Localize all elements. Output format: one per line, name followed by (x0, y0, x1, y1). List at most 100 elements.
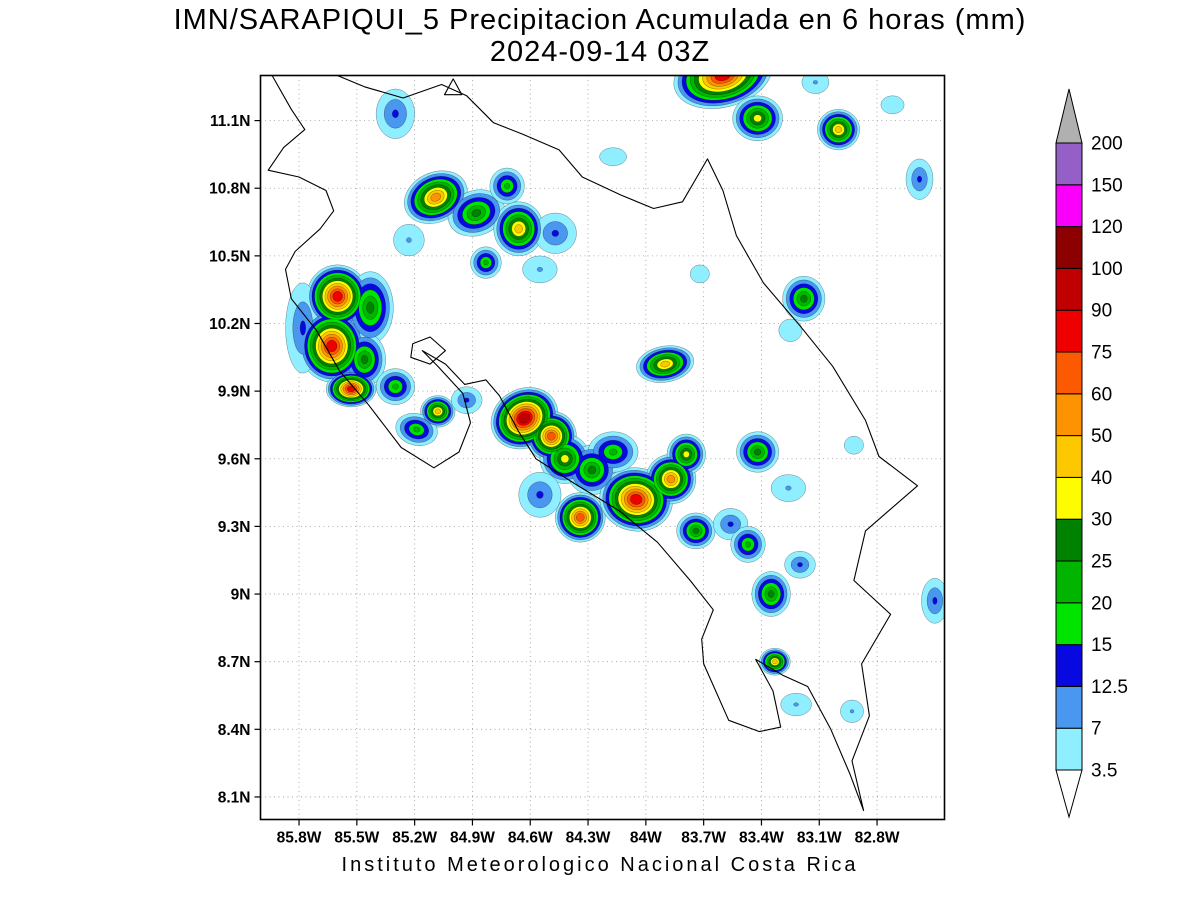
contour-ring (689, 264, 710, 284)
contour-ring (430, 192, 442, 202)
contour-ring (844, 435, 864, 455)
contour-ring (518, 413, 531, 424)
contour-ring (785, 485, 792, 491)
y-tick-label: 10.2N (209, 316, 250, 333)
contour-ring (772, 659, 778, 665)
contour-ring (778, 318, 803, 342)
colorbar-label: 90 (1091, 301, 1112, 322)
x-tick-label: 84W (630, 830, 662, 847)
colorbar-label: 7 (1091, 719, 1102, 740)
y-tick-label: 10.5N (209, 248, 250, 265)
contour-ring (682, 450, 690, 458)
contour-ring (360, 355, 369, 365)
colorbar-under-arrow (1055, 769, 1083, 819)
colorbar-label: 30 (1091, 510, 1112, 531)
colorbar-cell (1055, 602, 1083, 646)
colorbar-cell (1055, 184, 1083, 228)
colorbar-cell (1055, 226, 1083, 269)
contour-ring (917, 175, 922, 183)
contour-ring (392, 383, 399, 390)
contour-ring (551, 229, 559, 237)
footer-credit: Instituto Meteorologico Nacional Costa R… (341, 854, 859, 876)
colorbar-cell (1055, 267, 1083, 311)
plot-border (259, 74, 946, 821)
y-tick-label: 8.1N (218, 789, 251, 806)
y-axis-labels: 11.1N 10.8N 10.5N 10.2N 9.9N 9.6N 9.3N 9N 8.7N 8.… (209, 113, 250, 806)
contour-ring (483, 259, 489, 266)
colorbar-label: 25 (1091, 552, 1112, 573)
contour-ring (834, 126, 843, 134)
x-tick-label: 82.8W (855, 830, 900, 847)
island-outline (443, 78, 463, 96)
colorbar-cell (1055, 644, 1083, 687)
y-tick-label: 8.4N (218, 722, 251, 739)
colorbar: 3.5 7 12.5 15 20 25 30 40 50 60 75 90 100 120 150 200 (1055, 88, 1128, 819)
contour-ring (536, 266, 543, 272)
contour-ring (413, 426, 421, 433)
chart-title: IMN/SARAPIQUI_5 Precipitacion Acumulada … (173, 4, 1027, 36)
x-tick-label: 84.6W (508, 830, 553, 847)
contour-ring (660, 360, 670, 368)
contour-ring (797, 562, 803, 568)
island-outline (410, 336, 447, 365)
contour-ring (326, 339, 338, 353)
contour-ring (576, 513, 585, 522)
contour-ring (793, 702, 799, 707)
contour-ring (599, 147, 627, 166)
contour-ring (504, 182, 511, 190)
contour-ring (406, 237, 412, 243)
contour-ring (753, 448, 762, 456)
x-tick-label: 83.1W (797, 830, 842, 847)
colorbar-cell (1055, 351, 1083, 395)
x-tick-label: 84.9W (450, 830, 495, 847)
contour-ring (800, 294, 808, 303)
contour-ring (692, 527, 700, 535)
contour-ring (332, 291, 343, 302)
contour-ring (536, 490, 544, 499)
colorbar-cell (1055, 560, 1083, 604)
colorbar-label: 120 (1091, 217, 1123, 238)
y-tick-label: 9.9N (218, 384, 251, 401)
y-tick-label: 9.3N (218, 519, 251, 536)
x-axis-labels: 85.8W 85.5W 85.2W 84.9W 84.6W 84.3W 84W 83.7W 83… (277, 830, 900, 847)
colorbar-cell (1055, 518, 1083, 562)
y-tick-label: 9.6N (218, 451, 251, 468)
contour-ring (587, 465, 597, 475)
colorbar-over-arrow (1055, 88, 1083, 144)
y-tick-label: 9N (231, 587, 251, 604)
x-tick-label: 84.3W (566, 830, 611, 847)
precipitation-contours (285, 75, 945, 723)
colorbar-label: 75 (1091, 343, 1112, 364)
contour-ring (630, 494, 643, 505)
contour-ring (932, 596, 938, 605)
colorbar-cell (1055, 727, 1083, 771)
contour-ring (608, 448, 618, 456)
x-tick-label: 85.2W (392, 830, 437, 847)
contour-ring (666, 474, 676, 484)
colorbar-label: 100 (1091, 259, 1123, 280)
contour-ring (434, 408, 441, 415)
contour-ring (812, 80, 818, 85)
y-tick-label: 8.7N (218, 654, 251, 671)
colorbar-label: 50 (1091, 426, 1112, 447)
axis-ticks (254, 119, 878, 826)
colorbar-cell (1055, 476, 1083, 520)
contour-ring (744, 541, 752, 548)
colorbar-label: 150 (1091, 175, 1123, 196)
colorbar-label: 60 (1091, 384, 1112, 405)
colorbar-cell (1055, 309, 1083, 353)
contour-ring (801, 75, 830, 94)
colorbar-label: 12.5 (1091, 677, 1128, 698)
contour-ring (560, 454, 570, 464)
colorbar-label: 20 (1091, 593, 1112, 614)
x-tick-label: 85.5W (334, 830, 379, 847)
colorbar-label: 3.5 (1091, 761, 1117, 782)
contour-ring (366, 301, 375, 314)
contour-ring (514, 224, 523, 234)
contour-ring (880, 95, 905, 115)
x-tick-label: 83.4W (739, 830, 784, 847)
contour-ring (767, 590, 775, 598)
y-tick-label: 10.8N (209, 181, 250, 198)
